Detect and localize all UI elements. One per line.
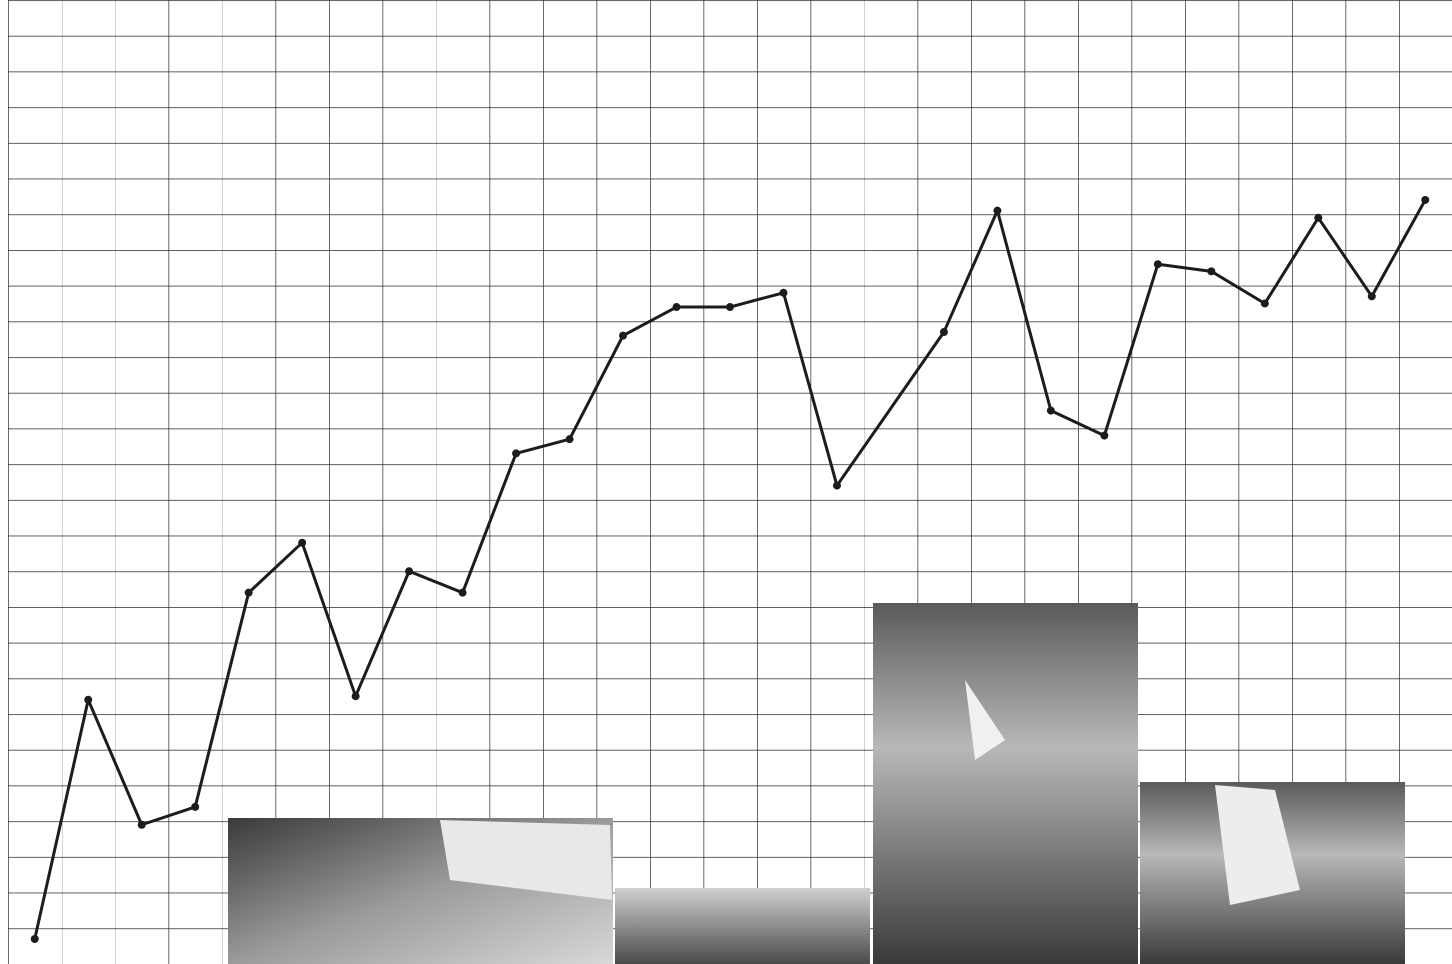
data-point: [939, 328, 948, 337]
data-point: [512, 449, 521, 458]
photos: [228, 603, 1405, 964]
data-point: [458, 588, 467, 597]
data-point: [244, 588, 253, 597]
data-point: [565, 435, 574, 444]
data-point: [84, 695, 93, 704]
data-point: [405, 567, 414, 576]
data-point: [1046, 406, 1055, 415]
data-point: [832, 481, 841, 490]
data-point: [1421, 195, 1430, 204]
data-point: [1260, 299, 1269, 308]
data-point: [993, 206, 1002, 215]
data-point: [191, 802, 200, 811]
data-point: [1100, 431, 1109, 440]
data-point: [1153, 260, 1162, 269]
photo: [873, 603, 1138, 964]
photo-flag: [965, 680, 1005, 760]
data-point: [137, 820, 146, 829]
data-line: [33, 199, 1427, 940]
data-point: [1207, 267, 1216, 276]
data-point: [30, 935, 39, 944]
data-point: [1367, 292, 1376, 301]
photo: [615, 888, 870, 964]
data-point: [726, 303, 734, 312]
data-point: [1314, 213, 1323, 222]
data-point: [619, 331, 628, 340]
data-point: [351, 692, 360, 701]
photo-flag: [1215, 785, 1300, 905]
data-point: [779, 288, 788, 297]
data-point: [672, 303, 681, 312]
data-point: [298, 538, 307, 547]
photo-flag: [440, 820, 612, 900]
